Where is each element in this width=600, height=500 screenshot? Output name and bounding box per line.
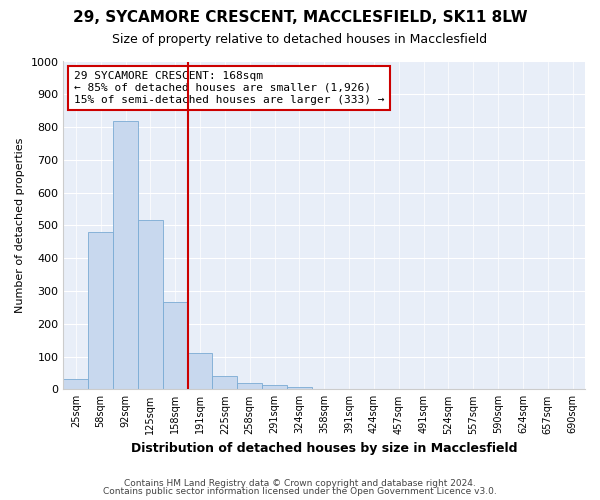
Text: Contains HM Land Registry data © Crown copyright and database right 2024.: Contains HM Land Registry data © Crown c… <box>124 478 476 488</box>
Bar <box>64 379 88 390</box>
Text: Contains public sector information licensed under the Open Government Licence v3: Contains public sector information licen… <box>103 487 497 496</box>
Bar <box>262 386 287 390</box>
Bar <box>212 376 237 390</box>
Text: 29 SYCAMORE CRESCENT: 168sqm
← 85% of detached houses are smaller (1,926)
15% of: 29 SYCAMORE CRESCENT: 168sqm ← 85% of de… <box>74 72 385 104</box>
Bar <box>237 382 262 390</box>
Bar <box>287 386 312 390</box>
Text: 29, SYCAMORE CRESCENT, MACCLESFIELD, SK11 8LW: 29, SYCAMORE CRESCENT, MACCLESFIELD, SK1… <box>73 10 527 25</box>
Bar <box>113 120 138 390</box>
Bar <box>88 232 113 390</box>
Y-axis label: Number of detached properties: Number of detached properties <box>15 138 25 313</box>
Text: Size of property relative to detached houses in Macclesfield: Size of property relative to detached ho… <box>112 32 488 46</box>
Bar <box>138 220 163 390</box>
X-axis label: Distribution of detached houses by size in Macclesfield: Distribution of detached houses by size … <box>131 442 517 455</box>
Bar <box>188 353 212 390</box>
Bar <box>163 302 188 390</box>
